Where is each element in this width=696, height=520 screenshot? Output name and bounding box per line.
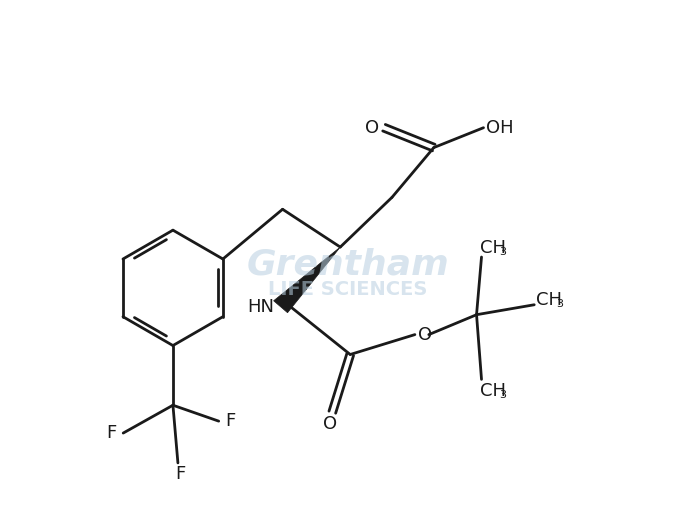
Text: CH: CH: [480, 239, 505, 257]
Text: CH: CH: [536, 291, 562, 309]
Text: F: F: [175, 465, 185, 483]
Text: F: F: [106, 424, 116, 442]
Text: 3: 3: [500, 247, 507, 257]
Text: CH: CH: [480, 382, 505, 400]
Text: O: O: [323, 415, 338, 433]
Text: Grentham: Grentham: [246, 248, 450, 282]
Text: OH: OH: [486, 119, 513, 137]
Text: 3: 3: [500, 391, 507, 400]
Text: 3: 3: [556, 299, 563, 309]
Text: HN: HN: [247, 298, 274, 316]
Text: F: F: [226, 412, 236, 430]
Polygon shape: [274, 247, 340, 313]
Text: O: O: [418, 326, 432, 344]
Text: O: O: [365, 119, 379, 137]
Text: LIFE SCIENCES: LIFE SCIENCES: [269, 280, 427, 300]
